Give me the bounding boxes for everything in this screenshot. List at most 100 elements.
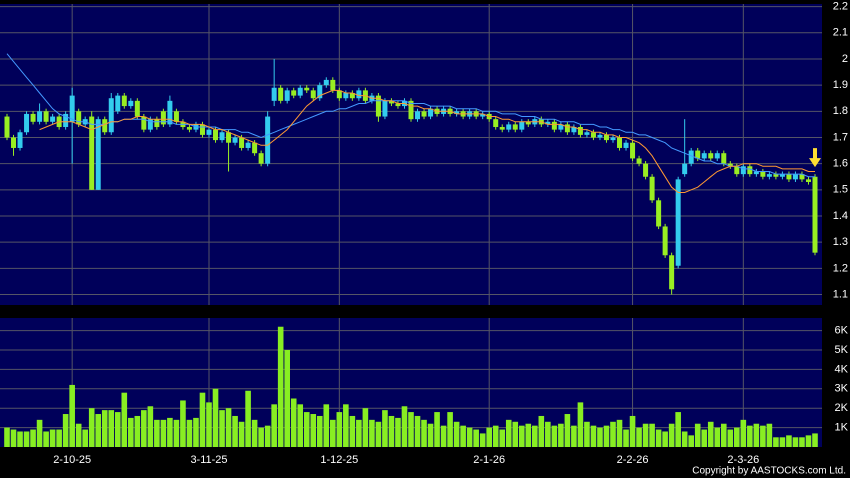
candle-body bbox=[792, 174, 798, 180]
volume-bar bbox=[56, 429, 62, 447]
candle-body bbox=[740, 166, 746, 175]
candle-body bbox=[213, 129, 219, 141]
candle-body bbox=[525, 121, 531, 125]
candle-body bbox=[37, 111, 43, 122]
volume-bar bbox=[786, 435, 792, 447]
volume-bar bbox=[173, 419, 180, 447]
candle-body bbox=[610, 137, 616, 141]
volume-bar bbox=[264, 425, 271, 447]
candle-body bbox=[121, 95, 127, 107]
volume-bar bbox=[623, 429, 629, 447]
volume-bar bbox=[154, 419, 160, 447]
y-tick-label: 1K bbox=[835, 422, 849, 434]
volume-bar bbox=[408, 412, 414, 447]
volume-bar bbox=[212, 388, 219, 447]
volume-bar bbox=[466, 427, 473, 447]
y-tick-label: 2.2 bbox=[833, 1, 848, 13]
candle-body bbox=[753, 171, 759, 175]
volume-bar bbox=[642, 423, 649, 447]
candle-body bbox=[147, 119, 153, 130]
volume-bar bbox=[773, 437, 779, 447]
candle-body bbox=[643, 163, 649, 177]
candle-body bbox=[421, 111, 427, 117]
volume-bar bbox=[108, 410, 115, 447]
candle-body bbox=[297, 87, 303, 96]
volume-bar bbox=[486, 427, 492, 447]
volume-bar bbox=[440, 425, 447, 447]
candle-body bbox=[265, 116, 271, 164]
y-tick-label: 1.5 bbox=[833, 184, 848, 196]
candle-body bbox=[695, 150, 701, 159]
candle-body bbox=[669, 255, 675, 290]
volume-bar bbox=[805, 435, 812, 447]
y-tick-label: 2 bbox=[842, 53, 848, 65]
candle-body bbox=[160, 111, 166, 125]
candle-body bbox=[336, 90, 342, 99]
candle-body bbox=[206, 129, 212, 135]
volume-bar bbox=[701, 429, 708, 447]
volume-bar bbox=[336, 412, 343, 447]
x-tick-label: 2-3-26 bbox=[727, 454, 759, 466]
candle-body bbox=[512, 124, 518, 130]
volume-bar bbox=[401, 406, 408, 447]
volume-bar bbox=[343, 404, 349, 447]
volume-bar bbox=[460, 425, 466, 447]
volume-bar bbox=[82, 429, 88, 447]
volume-bar bbox=[662, 431, 668, 447]
candle-body bbox=[408, 100, 414, 120]
volume-bar bbox=[564, 414, 571, 447]
volume-bar bbox=[812, 433, 818, 447]
candle-body bbox=[630, 142, 636, 159]
candle-body bbox=[69, 95, 75, 122]
candle-body bbox=[688, 150, 694, 164]
candle-body bbox=[649, 176, 655, 201]
candle-body bbox=[310, 90, 316, 99]
volume-bar bbox=[88, 408, 95, 447]
candle-body bbox=[252, 142, 258, 154]
candle-body bbox=[480, 113, 486, 117]
y-tick-label: 3K bbox=[835, 383, 849, 395]
candle-body bbox=[24, 113, 30, 133]
volume-bar bbox=[525, 423, 532, 447]
volume-bar bbox=[167, 417, 173, 447]
candle-body bbox=[564, 124, 570, 133]
volume-bar bbox=[388, 415, 395, 447]
y-tick-label: 1.1 bbox=[833, 288, 848, 300]
volume-bar bbox=[23, 431, 30, 447]
candle-body bbox=[701, 153, 707, 159]
candle-body bbox=[558, 124, 564, 130]
volume-bar bbox=[10, 429, 17, 447]
candle-body bbox=[356, 90, 362, 99]
candle-body bbox=[493, 119, 499, 128]
candle-body bbox=[721, 153, 727, 164]
volume-bar bbox=[101, 410, 108, 447]
volume-bar bbox=[356, 419, 362, 447]
candle-body bbox=[232, 137, 238, 143]
x-tick-label: 2-2-26 bbox=[617, 454, 649, 466]
candle-body bbox=[760, 171, 766, 177]
candle-body bbox=[590, 132, 596, 138]
candle-body bbox=[636, 158, 642, 164]
volume-bar bbox=[232, 415, 238, 447]
volume-bar bbox=[395, 417, 401, 447]
candle-body bbox=[734, 166, 740, 175]
candle-body bbox=[727, 163, 733, 167]
x-tick-label: 1-12-25 bbox=[320, 454, 358, 466]
volume-bar bbox=[375, 421, 382, 447]
volume-bar bbox=[558, 423, 564, 447]
candle-body bbox=[108, 98, 114, 133]
volume-bar bbox=[30, 429, 36, 447]
candle-body bbox=[173, 111, 179, 122]
candle-body bbox=[258, 153, 264, 164]
candle-body bbox=[584, 132, 590, 135]
candle-body bbox=[812, 176, 818, 253]
volume-bar bbox=[382, 410, 388, 447]
candle-body bbox=[454, 111, 460, 114]
copyright: Copyright by AASTOCKS.com Ltd. bbox=[692, 466, 846, 477]
candle-body bbox=[30, 113, 36, 122]
candle-body bbox=[382, 100, 388, 117]
y-tick-label: 1.3 bbox=[833, 236, 848, 248]
candle-body bbox=[395, 103, 401, 107]
candle-body bbox=[50, 116, 56, 122]
volume-bar bbox=[316, 415, 323, 447]
